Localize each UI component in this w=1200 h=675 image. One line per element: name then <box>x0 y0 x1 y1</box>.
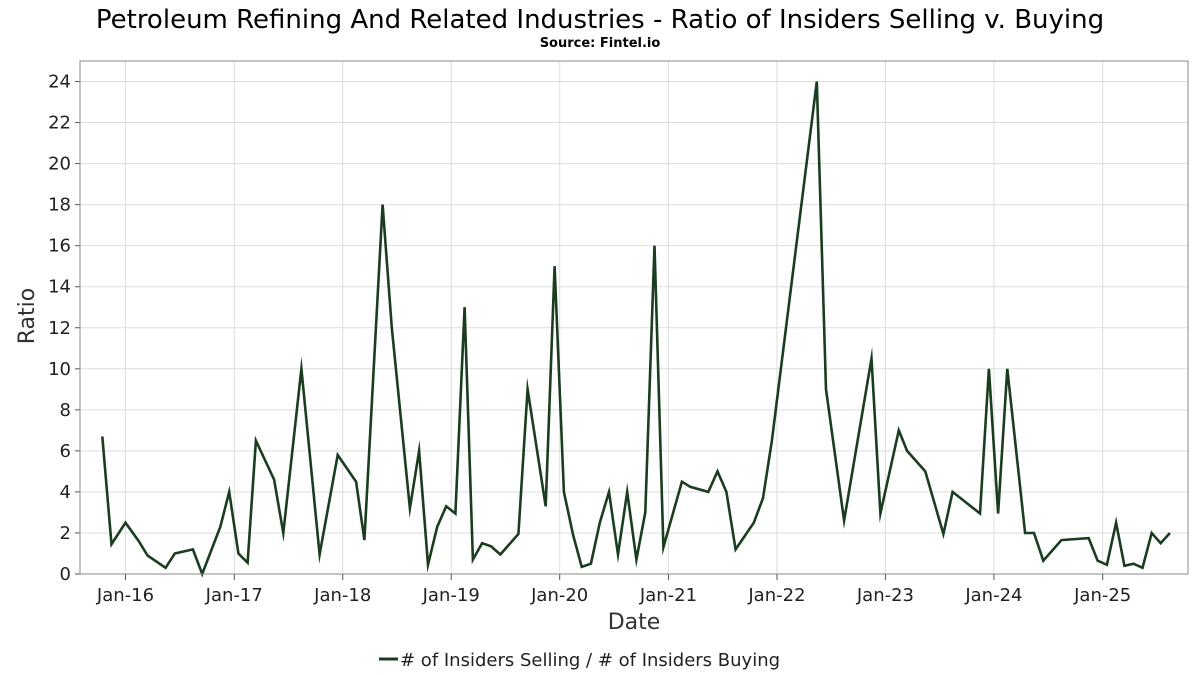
x-tick-label: Jan-25 <box>1073 585 1131 606</box>
chart-subtitle: Source: Fintel.io <box>540 36 661 51</box>
x-tick-label: Jan-24 <box>964 585 1022 606</box>
y-tick-label: 24 <box>48 72 71 93</box>
y-tick-label: 18 <box>48 195 71 216</box>
y-tick-label: 2 <box>60 523 71 544</box>
y-tick-label: 8 <box>60 400 71 421</box>
x-axis-ticks: Jan-16 Jan-17 Jan-18 Jan-19 Jan-20 Jan-21 Jan-… <box>96 574 1131 606</box>
x-axis-label: Date <box>608 610 661 635</box>
x-tick-label: Jan-21 <box>639 585 697 606</box>
y-tick-label: 22 <box>48 113 71 134</box>
gridlines <box>80 61 1188 575</box>
y-axis-label: Ratio <box>15 288 40 344</box>
series-layer <box>101 81 1171 578</box>
legend-label: # of Insiders Selling / # of Insiders Bu… <box>400 650 780 671</box>
series-line <box>101 81 1171 578</box>
plot-frame <box>79 60 1189 575</box>
y-tick-label: 12 <box>48 318 71 339</box>
chart-title: Petroleum Refining And Related Industrie… <box>96 5 1104 35</box>
y-tick-label: 20 <box>48 154 71 175</box>
y-tick-label: 16 <box>48 236 71 257</box>
y-tick-label: 6 <box>60 441 71 462</box>
x-tick-label: Jan-22 <box>747 585 805 606</box>
y-tick-label: 0 <box>60 564 71 585</box>
y-tick-label: 4 <box>60 482 71 503</box>
x-tick-label: Jan-20 <box>530 585 588 606</box>
x-tick-label: Jan-19 <box>422 585 480 606</box>
y-tick-label: 14 <box>48 277 71 298</box>
legend: # of Insiders Selling / # of Insiders Bu… <box>379 650 780 671</box>
x-tick-label: Jan-23 <box>856 585 914 606</box>
x-tick-label: Jan-17 <box>205 585 263 606</box>
y-tick-label: 10 <box>48 359 71 380</box>
x-tick-label: Jan-16 <box>96 585 154 606</box>
x-tick-label: Jan-18 <box>313 585 371 606</box>
